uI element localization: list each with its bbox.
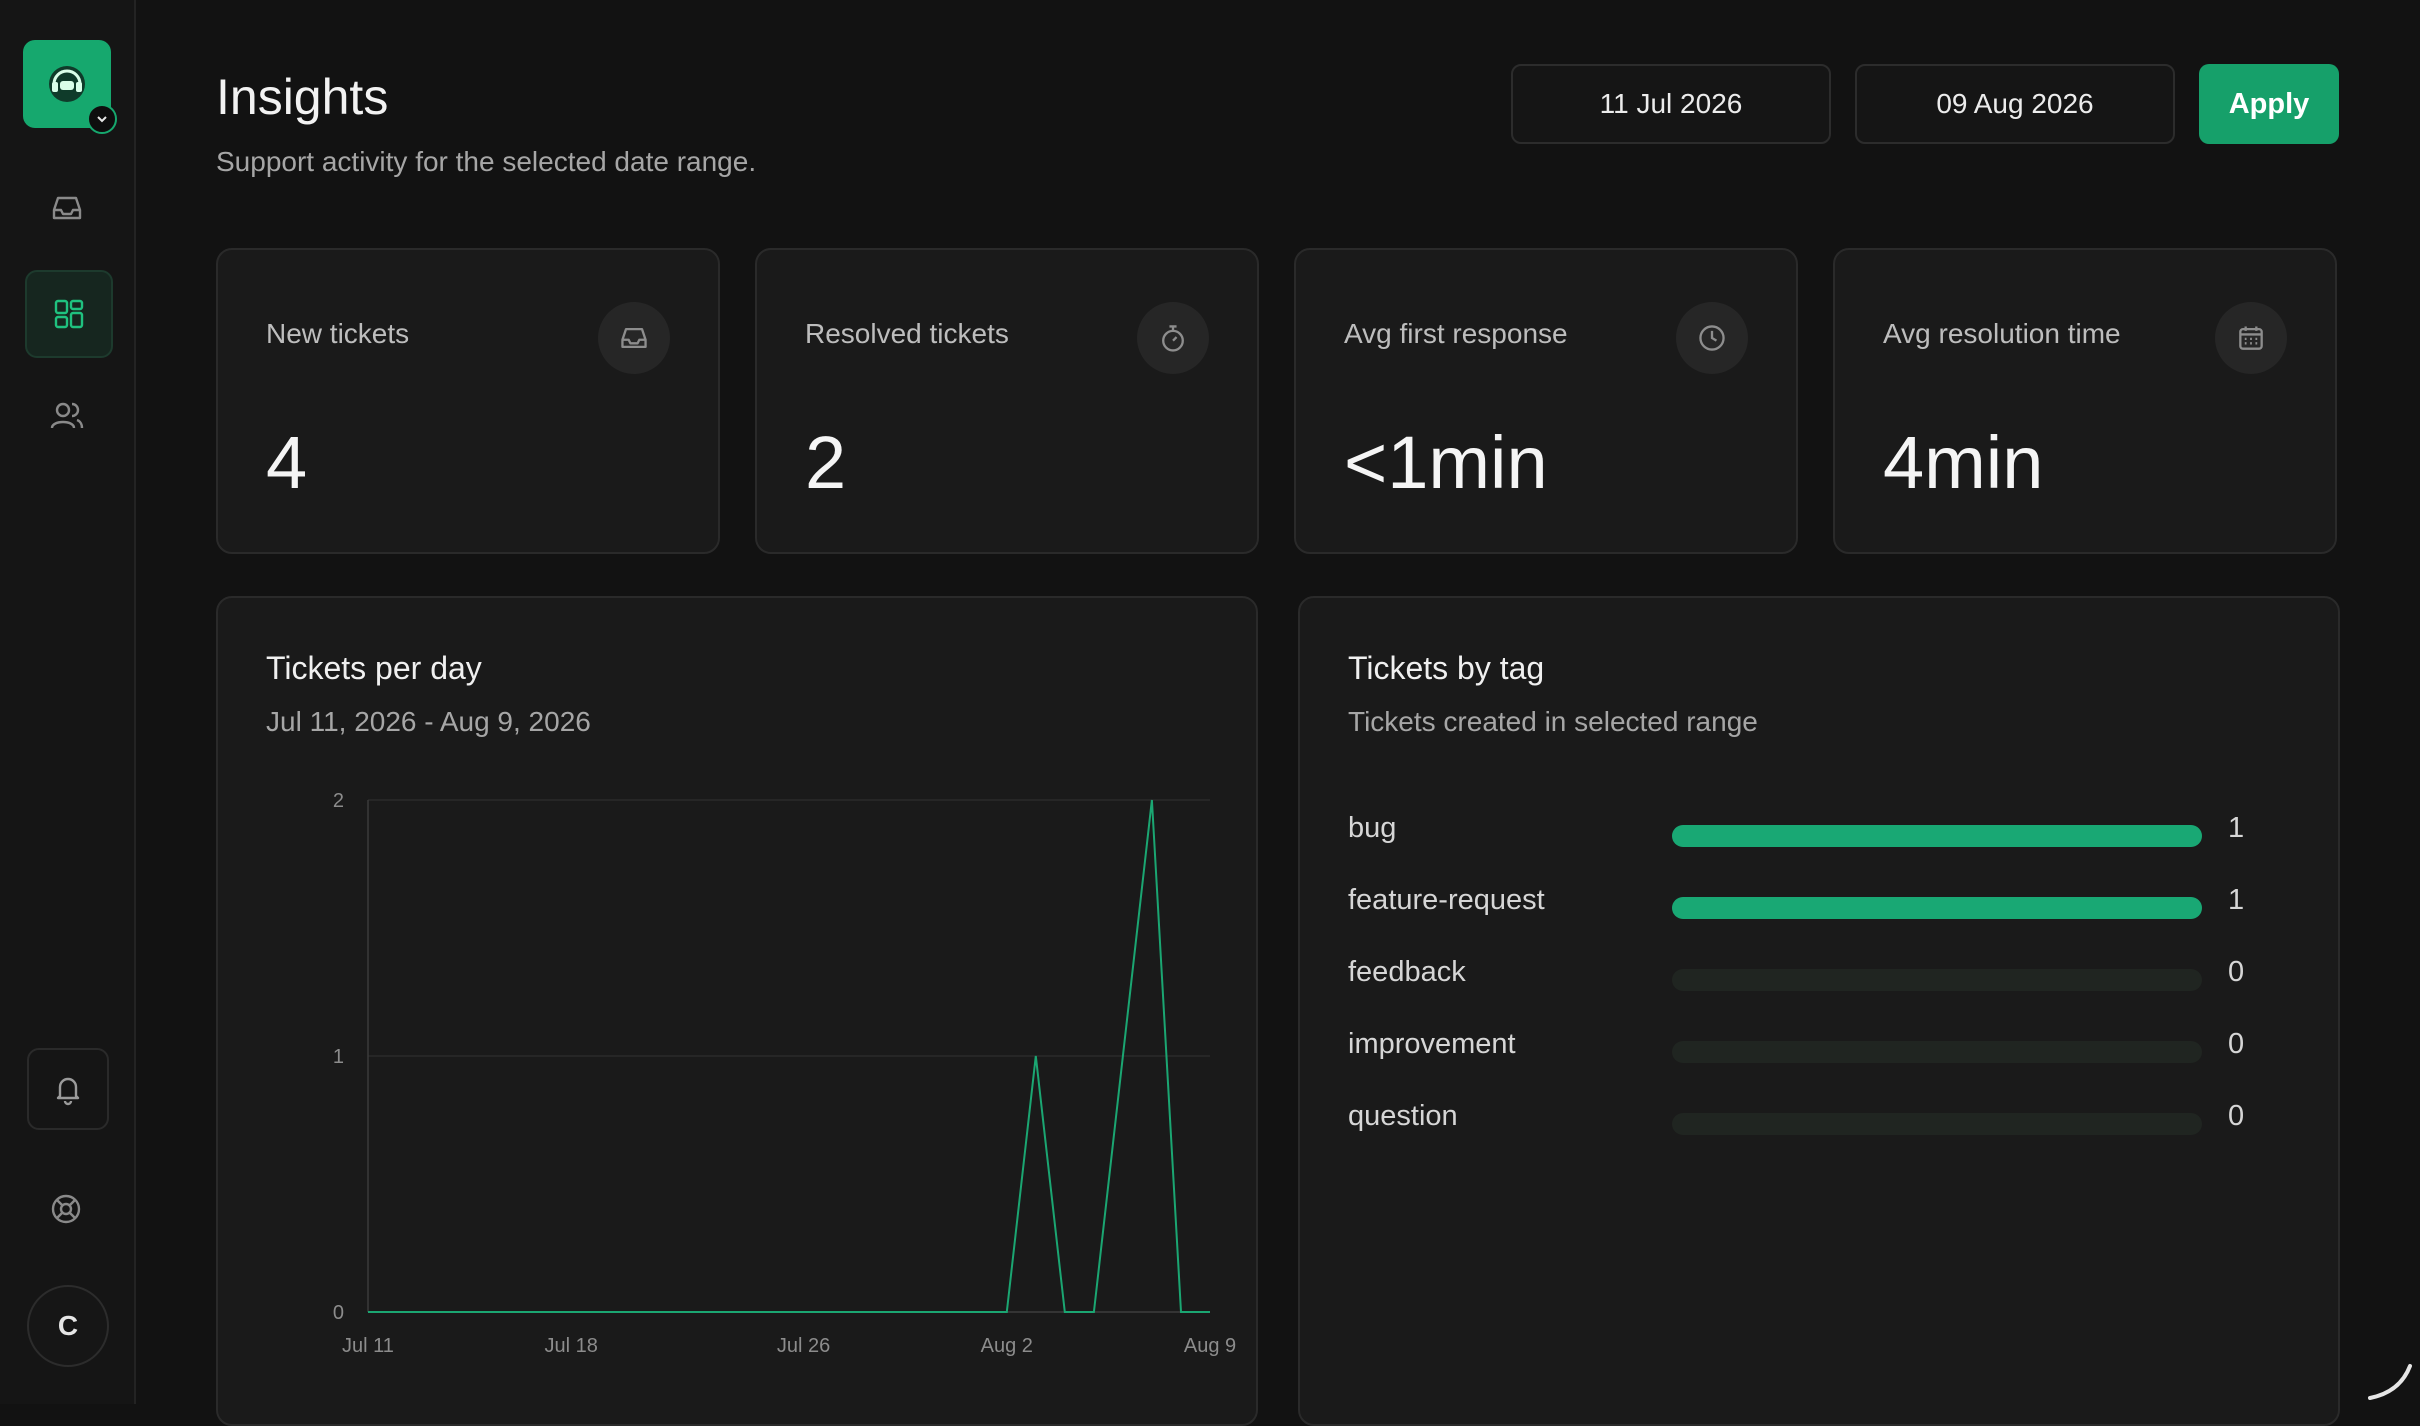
tickets-per-day-panel: Tickets per day Jul 11, 2026 - Aug 9, 20… [216,596,1258,1426]
x-tick-label: Aug 9 [1184,1335,1236,1357]
stat-value: <1min [1344,420,1548,505]
sidebar: C [0,0,136,1404]
dashboard-icon [51,296,87,332]
tag-bar-track [1672,897,2202,919]
stat-card-avg-first-response: Avg first response <1min [1294,248,1798,554]
tag-count: 1 [2228,884,2244,917]
tag-bar-fill [1672,825,2202,847]
tag-bar-fill [1672,897,2202,919]
end-date-field[interactable]: 09 Aug 2026 [1855,64,2175,144]
stat-label: Avg resolution time [1883,318,2121,350]
support-chat-icon [44,61,90,107]
tag-bar-track [1672,1113,2202,1135]
nav-inbox[interactable] [25,166,109,250]
nav-dashboard[interactable] [25,270,113,358]
stat-card-avg-resolution-time: Avg resolution time 4min [1833,248,2337,554]
tag-count: 0 [2228,1028,2244,1061]
stat-label: Avg first response [1344,318,1568,350]
start-date-field[interactable]: 11 Jul 2026 [1511,64,1831,144]
tickets-by-tag-panel: Tickets by tag Tickets created in select… [1298,596,2340,1426]
tag-bar-track [1672,969,2202,991]
y-tick-label: 1 [333,1046,344,1068]
loading-spinner-icon [2360,1344,2420,1404]
tag-label: bug [1348,812,1396,845]
workspace-logo[interactable] [23,40,111,128]
page-title: Insights [216,68,388,126]
tag-count: 1 [2228,812,2244,845]
stat-label: Resolved tickets [805,318,1009,350]
tag-row: question 0 [1348,1100,2248,1140]
tag-row: feedback 0 [1348,956,2248,996]
users-icon [49,398,85,434]
inbox-icon [49,190,85,226]
inbox-icon [598,302,670,374]
tag-bar-track [1672,825,2202,847]
stat-label: New tickets [266,318,409,350]
help-button[interactable] [27,1170,105,1248]
stat-value: 2 [805,420,846,505]
tag-bar-track [1672,1041,2202,1063]
stat-value: 4min [1883,420,2043,505]
x-tick-label: Aug 2 [981,1335,1033,1357]
tickets-per-day-chart: 0 1 2 Jul 11 Jul 18 Jul 26 Aug 2 Aug 9 [218,598,1258,1398]
stat-card-resolved-tickets: Resolved tickets 2 [755,248,1259,554]
tag-label: feature-request [1348,884,1545,917]
notifications-button[interactable] [27,1048,109,1130]
tag-label: question [1348,1100,1458,1133]
x-tick-label: Jul 11 [342,1335,394,1357]
nav-users[interactable] [25,374,109,458]
bell-icon [51,1072,85,1106]
y-tick-label: 0 [333,1302,344,1324]
stat-value: 4 [266,420,307,505]
page-subtitle: Support activity for the selected date r… [216,146,756,178]
timer-icon [1137,302,1209,374]
panel-title: Tickets by tag [1348,650,1544,687]
y-tick-label: 2 [333,790,344,812]
panel-subtitle: Tickets created in selected range [1348,706,1758,738]
tag-count: 0 [2228,956,2244,989]
tag-row: feature-request 1 [1348,884,2248,924]
x-tick-label: Jul 26 [777,1335,830,1357]
stat-card-new-tickets: New tickets 4 [216,248,720,554]
tag-row: bug 1 [1348,812,2248,852]
tag-label: feedback [1348,956,1466,989]
chevron-down-icon[interactable] [87,104,117,134]
tag-row: improvement 0 [1348,1028,2248,1068]
x-tick-label: Jul 18 [545,1335,598,1357]
help-icon [49,1192,83,1226]
tag-count: 0 [2228,1100,2244,1133]
avatar[interactable]: C [27,1285,109,1367]
calendar-icon [2215,302,2287,374]
tag-label: improvement [1348,1028,1516,1061]
apply-button[interactable]: Apply [2199,64,2339,144]
clock-icon [1676,302,1748,374]
